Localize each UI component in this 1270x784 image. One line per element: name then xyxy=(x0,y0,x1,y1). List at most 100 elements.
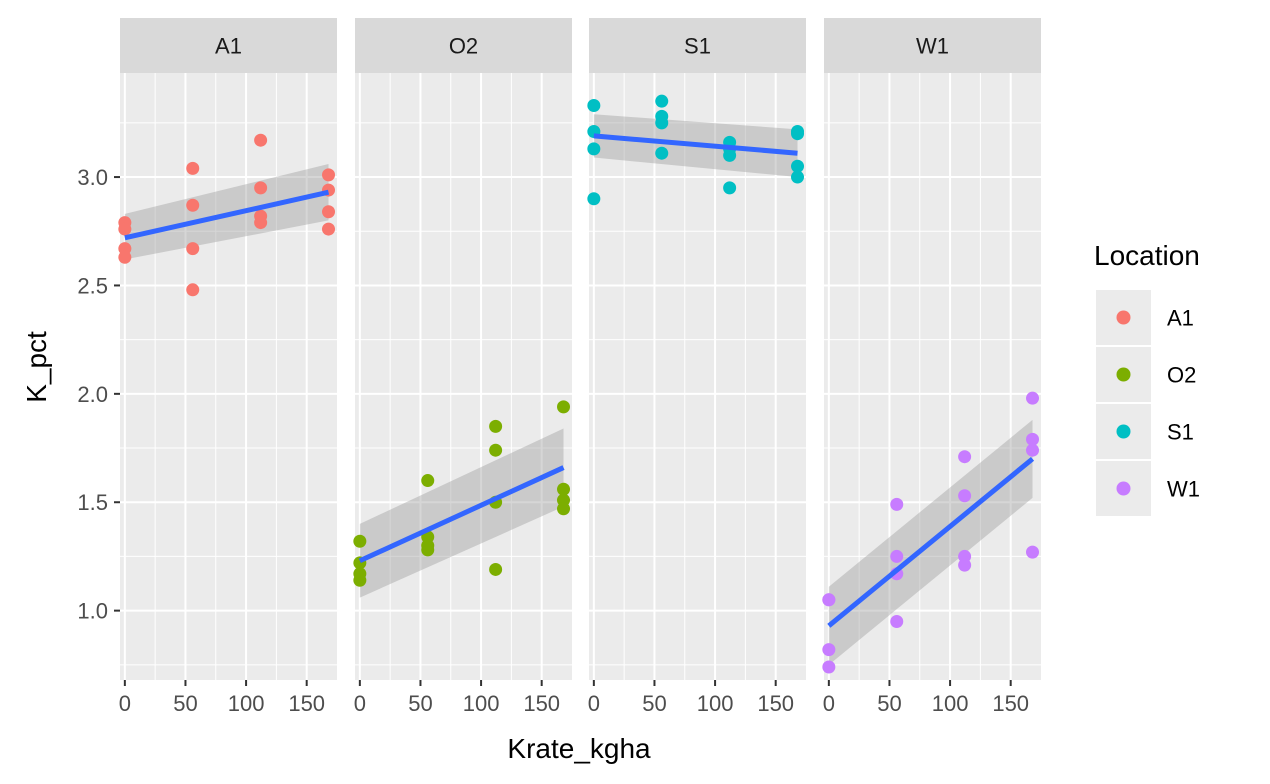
x-tick-label: 100 xyxy=(463,691,500,716)
data-point xyxy=(322,222,336,236)
data-point xyxy=(489,443,503,457)
data-point xyxy=(118,250,132,264)
x-tick-label: 0 xyxy=(354,691,366,716)
data-point xyxy=(822,660,836,674)
data-point xyxy=(118,222,132,236)
facet-strip xyxy=(824,18,1041,73)
data-point xyxy=(186,198,200,212)
data-point xyxy=(791,170,805,184)
facet-strip xyxy=(589,18,806,73)
data-point xyxy=(890,497,904,511)
data-point xyxy=(186,161,200,175)
legend-label: W1 xyxy=(1167,477,1200,502)
y-tick-label: 2.5 xyxy=(77,273,108,298)
x-axis-title: Krate_kgha xyxy=(507,733,651,764)
x-tick-label: 50 xyxy=(408,691,432,716)
y-tick-label: 2.0 xyxy=(77,382,108,407)
data-point xyxy=(791,127,805,141)
legend-label: O2 xyxy=(1167,363,1196,388)
x-tick-label: 100 xyxy=(697,691,734,716)
data-point xyxy=(254,133,268,147)
data-point xyxy=(322,205,336,219)
panel-background xyxy=(589,73,806,680)
legend-swatch xyxy=(1116,424,1131,439)
data-point xyxy=(353,534,367,548)
regression-line xyxy=(827,456,1035,628)
facet-strip-label: O2 xyxy=(449,34,478,59)
legend-swatch xyxy=(1116,367,1131,382)
y-axis-title: K_pct xyxy=(21,331,52,403)
data-point xyxy=(557,502,571,516)
legend-swatch xyxy=(1116,481,1131,496)
data-point xyxy=(958,450,972,464)
data-point xyxy=(655,146,669,160)
data-point xyxy=(186,283,200,297)
data-point xyxy=(1026,432,1040,446)
x-tick-label: 50 xyxy=(642,691,666,716)
legend-item-s1: S1 xyxy=(1096,404,1194,459)
data-point xyxy=(587,142,601,156)
legend-item-a1: A1 xyxy=(1096,290,1194,345)
facet-strip-label: S1 xyxy=(684,34,711,59)
data-point xyxy=(421,543,435,557)
panel-background xyxy=(355,73,572,680)
data-point xyxy=(489,419,503,433)
data-point xyxy=(587,99,601,113)
data-point xyxy=(557,400,571,414)
data-point xyxy=(822,643,836,657)
regression-line xyxy=(593,133,798,156)
facet-strip xyxy=(120,18,337,73)
facet-panel-s1: S1 0 50 100 150 xyxy=(587,18,806,716)
data-point xyxy=(791,159,805,173)
data-point xyxy=(655,94,669,108)
data-point xyxy=(353,573,367,587)
data-point xyxy=(186,242,200,256)
facet-panel-a1: A1 0 50 100 150 xyxy=(118,18,337,716)
x-tick-label: 0 xyxy=(119,691,131,716)
x-tick-label: 0 xyxy=(823,691,835,716)
facet-panel-w1: W1 0 50 100 150 xyxy=(822,18,1041,716)
regression-line xyxy=(124,189,330,241)
legend: Location A1 O2 S1 W1 xyxy=(1094,240,1200,516)
y-tick-label: 3.0 xyxy=(77,165,108,190)
data-point xyxy=(822,593,836,607)
data-point xyxy=(890,614,904,628)
y-tick-label: 1.0 xyxy=(77,599,108,624)
data-point xyxy=(557,482,571,496)
x-tick-label: 0 xyxy=(588,691,600,716)
data-point xyxy=(421,474,435,488)
x-tick-label: 150 xyxy=(288,691,325,716)
facet-strip xyxy=(355,18,572,73)
data-point xyxy=(890,549,904,563)
data-point xyxy=(655,116,669,130)
legend-item-o2: O2 xyxy=(1096,347,1196,402)
data-point xyxy=(254,216,268,230)
legend-label: A1 xyxy=(1167,306,1194,331)
y-axis: 1.0 1.5 2.0 2.5 3.0 xyxy=(77,165,120,624)
panel-background xyxy=(120,73,337,680)
facet-panels: A1 0 50 100 150 O2 0 50 100 150 S1 0 50 100 150 W1 0 50 10… xyxy=(77,18,1041,716)
x-tick-label: 150 xyxy=(523,691,560,716)
facet-panel-o2: O2 0 50 100 150 xyxy=(353,18,572,716)
regression-line xyxy=(358,465,565,564)
x-tick-label: 50 xyxy=(877,691,901,716)
panel-background xyxy=(824,73,1041,680)
data-point xyxy=(723,181,737,195)
legend-item-w1: W1 xyxy=(1096,461,1200,516)
data-point xyxy=(1026,443,1040,457)
confidence-band xyxy=(124,164,329,260)
data-point xyxy=(723,148,737,162)
facet-strip-label: W1 xyxy=(916,34,949,59)
x-tick-label: 150 xyxy=(992,691,1029,716)
x-tick-label: 100 xyxy=(228,691,265,716)
facet-strip-label: A1 xyxy=(215,34,242,59)
x-tick-label: 150 xyxy=(757,691,794,716)
data-point xyxy=(322,168,336,182)
y-tick-label: 1.5 xyxy=(77,490,108,515)
legend-swatch xyxy=(1116,310,1131,325)
data-point xyxy=(958,558,972,572)
x-tick-label: 100 xyxy=(932,691,969,716)
data-point xyxy=(1026,545,1040,559)
legend-title: Location xyxy=(1094,240,1200,271)
